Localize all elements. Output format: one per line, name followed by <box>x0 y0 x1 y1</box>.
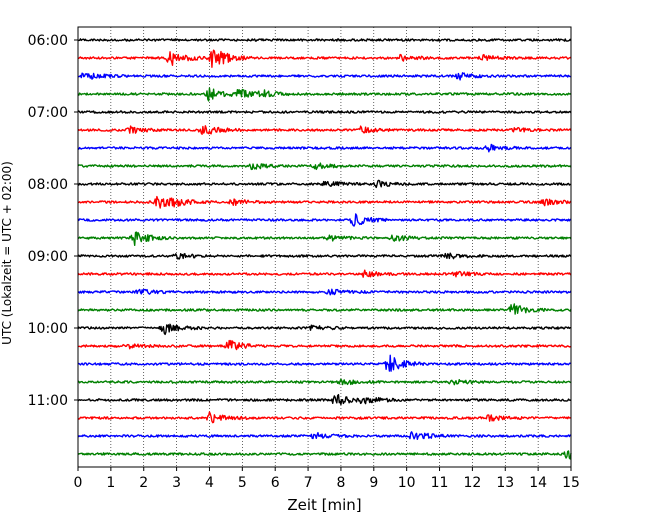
x-tick-label: 12 <box>463 475 481 491</box>
trace-line <box>77 195 572 209</box>
trace-line <box>77 288 572 296</box>
trace-line <box>77 125 572 135</box>
x-axis-ticks: 0 1 2 3 4 5 6 7 8 9 10 11 12 13 14 15 <box>74 467 580 491</box>
x-tick-label: 9 <box>369 475 378 491</box>
y-tick-label: 07:00 <box>28 105 68 121</box>
x-tick-label: 10 <box>398 475 416 491</box>
trace-line <box>77 393 572 406</box>
trace-line <box>77 354 572 372</box>
trace-line <box>77 110 572 114</box>
y-tick-label: 09:00 <box>28 249 68 265</box>
plot-frame <box>77 26 572 468</box>
x-tick-label: 6 <box>271 475 280 491</box>
x-tick-label: 4 <box>205 475 214 491</box>
trace-line <box>77 252 572 260</box>
y-tick-label: 11:00 <box>28 393 68 409</box>
trace-line <box>77 72 572 81</box>
trace-line <box>77 49 572 68</box>
y-tick-label: 08:00 <box>28 177 68 193</box>
x-tick-label: 11 <box>431 475 449 491</box>
x-tick-label: 2 <box>139 475 148 491</box>
x-tick-label: 8 <box>336 475 345 491</box>
trace-line <box>77 87 572 102</box>
x-tick-label: 3 <box>172 475 181 491</box>
y-tick-label: 10:00 <box>28 321 68 337</box>
x-tick-label: 13 <box>496 475 514 491</box>
trace-line <box>77 339 572 351</box>
trace-line <box>77 179 572 189</box>
x-tick-label: 0 <box>74 475 83 491</box>
y-axis-label: UTC (Lokalzeit = UTC + 02:00) <box>0 161 14 345</box>
x-tick-label: 1 <box>106 475 115 491</box>
trace-line <box>77 378 572 386</box>
trace-line <box>77 269 572 278</box>
seismic-traces <box>77 38 572 460</box>
y-tick-label: 06:00 <box>28 33 68 49</box>
x-tick-label: 5 <box>238 475 247 491</box>
trace-line <box>77 411 572 424</box>
trace-line <box>77 213 572 227</box>
grid-lines <box>110 27 539 467</box>
x-axis-label: Zeit [min] <box>287 496 361 514</box>
trace-line <box>77 38 572 42</box>
trace-line <box>77 450 572 460</box>
trace-line <box>77 143 572 153</box>
trace-line <box>77 162 572 171</box>
trace-line <box>77 323 572 336</box>
x-tick-label: 14 <box>529 475 547 491</box>
x-tick-label: 15 <box>562 475 580 491</box>
y-axis-ticks: 06:00 07:00 08:00 09:00 10:00 11:00 <box>28 33 78 409</box>
x-tick-label: 7 <box>304 475 313 491</box>
trace-line <box>77 231 572 247</box>
trace-line <box>77 431 572 441</box>
trace-line <box>77 303 572 315</box>
